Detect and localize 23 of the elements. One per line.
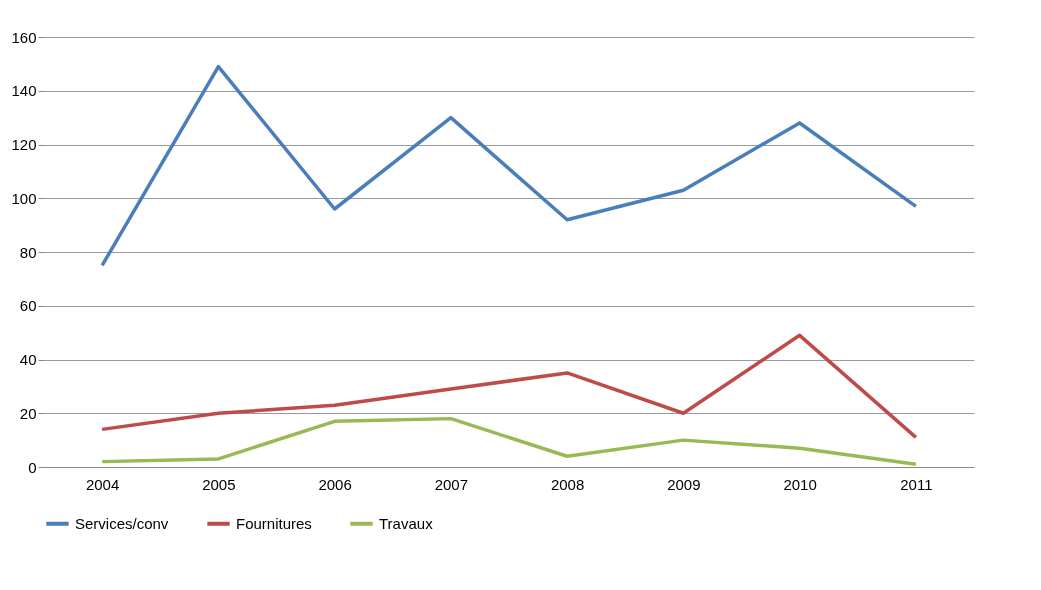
line-series: [100, 416, 918, 467]
y-tick-label: 120: [11, 136, 37, 153]
y-tick-label: 100: [11, 189, 37, 207]
x-tick-label: 2010: [783, 475, 817, 493]
legend-label: Fournitures: [236, 514, 312, 532]
legend-label: Services/conv: [75, 514, 169, 532]
y-tick-label: 160: [11, 28, 37, 46]
x-tick-label: 2008: [550, 475, 585, 493]
y-tick-label: 140: [11, 82, 37, 100]
x-tick-label: 2004: [85, 475, 120, 493]
x-tick-label: 2011: [900, 475, 933, 493]
y-tick-label: 40: [19, 351, 37, 368]
y-tick-label: 20: [19, 404, 37, 422]
x-tick-label: 2009: [667, 475, 701, 493]
y-tick-label: 60: [19, 297, 37, 315]
legend-label: Travaux: [379, 514, 434, 532]
x-tick-label: 2006: [318, 475, 352, 493]
x-tick-label: 2005: [202, 475, 236, 493]
line-series: [100, 333, 918, 440]
y-tick-label: 80: [19, 243, 37, 261]
x-tick-label: 2007: [434, 475, 469, 493]
y-tick-label: 0: [28, 458, 37, 476]
line-series: [100, 64, 918, 268]
